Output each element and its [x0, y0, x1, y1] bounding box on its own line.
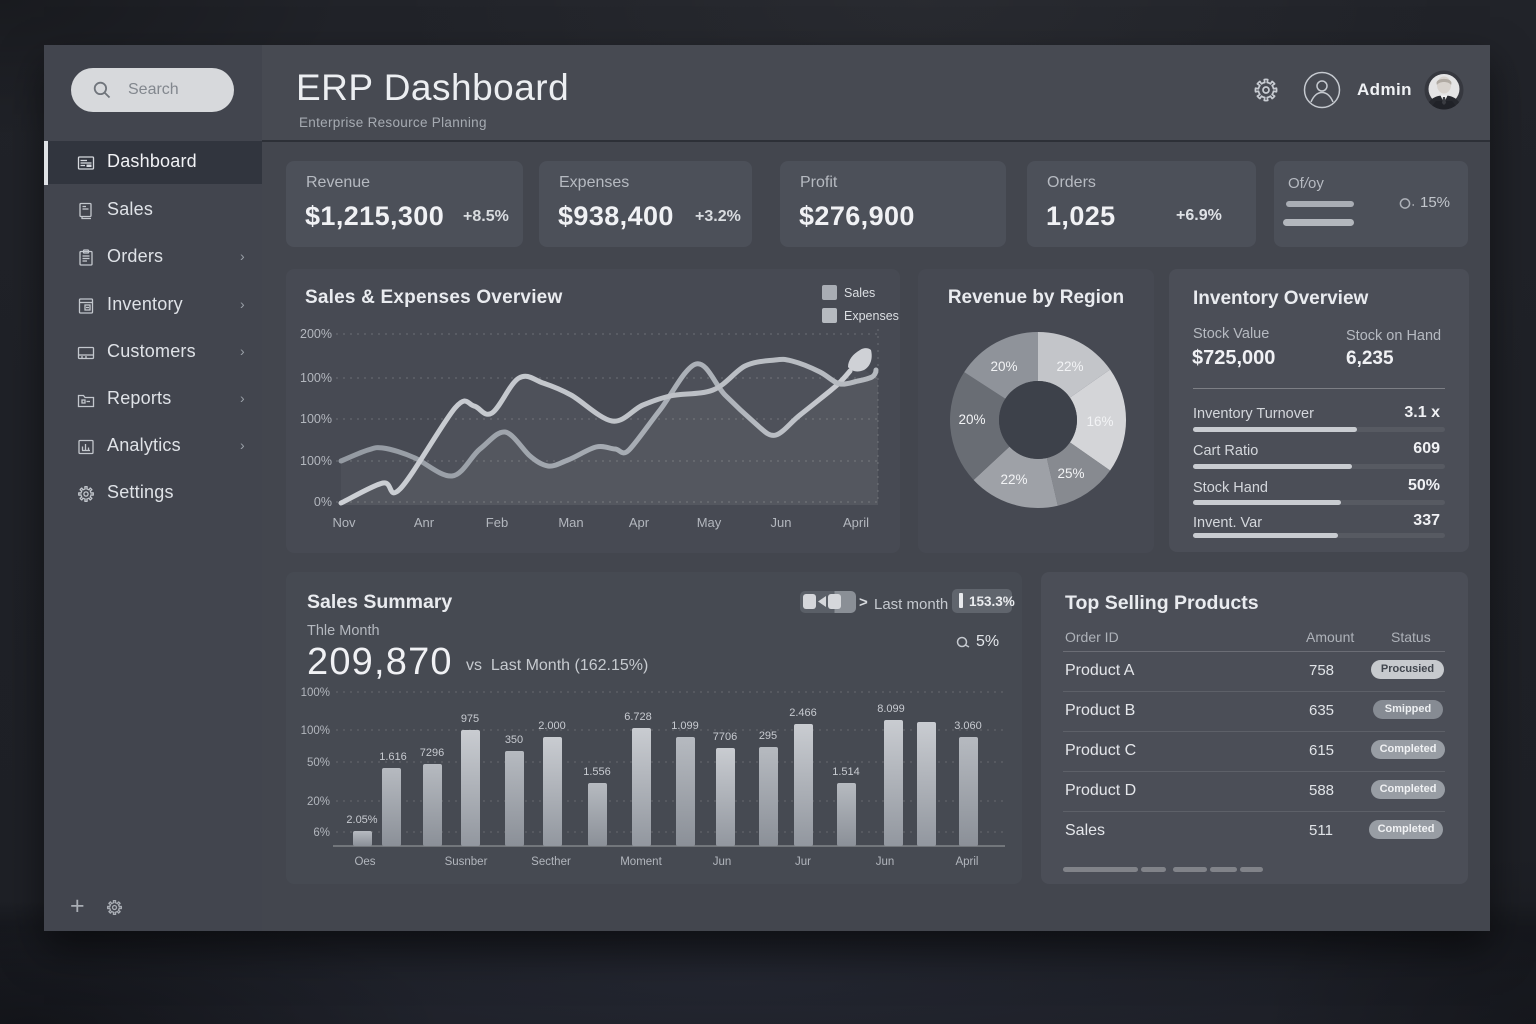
svg-text:April: April — [843, 515, 869, 530]
svg-text:April: April — [955, 856, 978, 868]
svg-text:975: 975 — [461, 713, 479, 725]
svg-text:295: 295 — [759, 730, 777, 742]
svg-text:May: May — [697, 515, 722, 530]
svg-text:Moment: Moment — [620, 856, 662, 868]
svg-text:20%: 20% — [958, 412, 985, 427]
svg-text:22%: 22% — [1056, 359, 1083, 374]
svg-text:Secther: Secther — [531, 856, 571, 868]
svg-text:Apr: Apr — [629, 515, 650, 530]
svg-text:0%: 0% — [314, 495, 332, 509]
svg-text:7296: 7296 — [420, 747, 444, 759]
svg-text:100%: 100% — [300, 454, 332, 468]
svg-text:Anr: Anr — [414, 515, 435, 530]
svg-text:Man: Man — [558, 515, 583, 530]
svg-text:350: 350 — [505, 734, 523, 746]
svg-text:20%: 20% — [307, 796, 330, 808]
svg-text:Jun: Jun — [771, 515, 792, 530]
svg-text:1.556: 1.556 — [583, 766, 611, 778]
svg-text:Jur: Jur — [795, 856, 811, 868]
svg-text:3.060: 3.060 — [954, 720, 982, 732]
svg-text:100%: 100% — [300, 371, 332, 385]
svg-text:100%: 100% — [300, 412, 332, 426]
svg-text:22%: 22% — [1000, 472, 1027, 487]
svg-text:1.514: 1.514 — [832, 766, 860, 778]
svg-text:Nov: Nov — [332, 515, 356, 530]
svg-text:16%: 16% — [1086, 414, 1113, 429]
svg-text:50%: 50% — [307, 757, 330, 769]
svg-text:6%: 6% — [313, 827, 330, 839]
svg-text:Susnber: Susnber — [445, 856, 488, 868]
svg-text:Feb: Feb — [486, 515, 508, 530]
svg-text:7706: 7706 — [713, 731, 737, 743]
svg-text:20%: 20% — [990, 359, 1017, 374]
svg-text:Jun: Jun — [713, 856, 732, 868]
svg-text:6.728: 6.728 — [624, 711, 652, 723]
svg-text:25%: 25% — [1057, 466, 1084, 481]
svg-text:2.000: 2.000 — [538, 720, 566, 732]
svg-text:2.466: 2.466 — [789, 707, 817, 719]
svg-text:100%: 100% — [301, 687, 330, 699]
svg-text:8.099: 8.099 — [877, 703, 905, 715]
svg-text:Oes: Oes — [354, 856, 375, 868]
svg-text:2.05%: 2.05% — [346, 814, 377, 826]
svg-text:200%: 200% — [300, 327, 332, 341]
svg-text:Jun: Jun — [876, 856, 895, 868]
svg-text:1.099: 1.099 — [671, 720, 699, 732]
svg-text:100%: 100% — [301, 725, 330, 737]
svg-text:1.616: 1.616 — [379, 751, 407, 763]
